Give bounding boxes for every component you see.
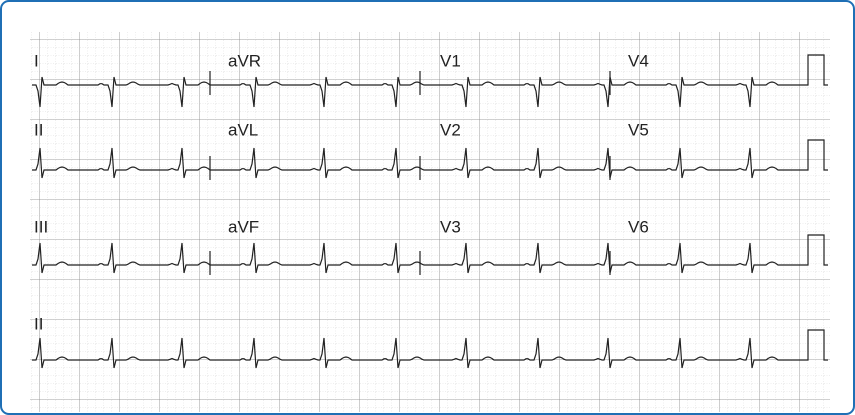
ecg-trace [32, 234, 828, 274]
lead-label: aVL [228, 120, 258, 139]
traces [32, 54, 828, 369]
lead-label: V1 [440, 51, 461, 70]
ecg-trace [32, 329, 828, 369]
lead-label: III [34, 217, 48, 236]
lead-label: aVF [228, 217, 259, 236]
lead-label: V6 [628, 217, 649, 236]
lead-label: I [34, 51, 39, 70]
lead-label: V2 [440, 120, 461, 139]
lead-label: II [34, 314, 43, 333]
lead-label: V5 [628, 120, 649, 139]
ecg-trace [32, 139, 828, 179]
grid [30, 32, 830, 412]
lead-label: V4 [628, 51, 649, 70]
lead-label: V3 [440, 217, 461, 236]
ecg-trace [32, 54, 828, 108]
lead-label: II [34, 120, 43, 139]
lead-label: aVR [228, 51, 261, 70]
